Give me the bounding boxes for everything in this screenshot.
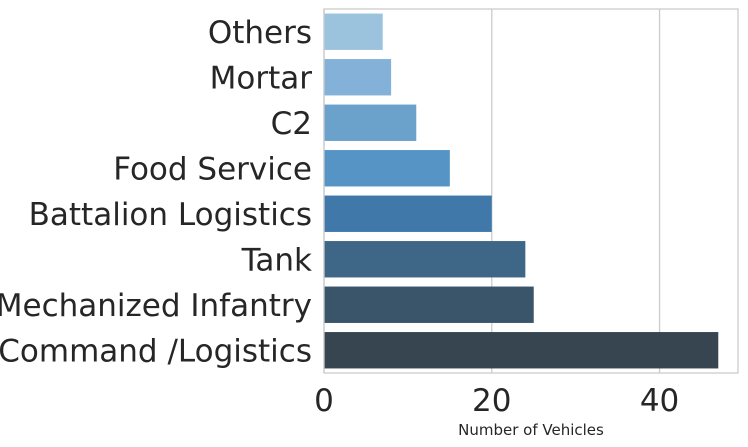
x-axis-title: Number of Vehicles xyxy=(458,421,604,439)
category-label: C2 xyxy=(271,106,312,142)
bar xyxy=(324,286,534,323)
category-label: Tank xyxy=(241,242,312,278)
bar xyxy=(324,195,492,232)
bar xyxy=(324,332,719,369)
category-label: Mortar xyxy=(210,60,313,96)
category-label: Food Service xyxy=(113,151,312,187)
x-tick-label: 20 xyxy=(472,383,511,419)
category-label: Command /Logistics xyxy=(0,333,312,369)
x-tick-label: 0 xyxy=(314,383,334,419)
x-tick-labels: 0 20 40 xyxy=(314,383,679,419)
category-label: Battalion Logistics xyxy=(29,197,312,233)
bar xyxy=(324,104,417,141)
category-label: Mechanized Infantry xyxy=(0,288,312,324)
bar xyxy=(324,150,450,187)
bars xyxy=(324,13,719,369)
x-tick-label: 40 xyxy=(640,383,679,419)
category-label: Others xyxy=(208,15,312,51)
bar xyxy=(324,59,392,96)
plot-frame xyxy=(323,8,739,374)
bar xyxy=(324,13,383,50)
bar xyxy=(324,241,526,278)
category-labels: Others Mortar C2 Food Service Battalion Logi… xyxy=(0,15,312,370)
